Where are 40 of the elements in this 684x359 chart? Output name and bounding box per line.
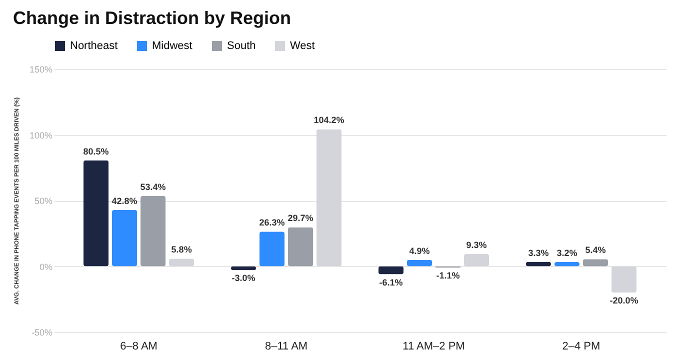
data-label: 5.4% <box>585 245 606 256</box>
bar <box>316 129 342 266</box>
chart-title: Change in Distraction by Region <box>12 8 292 28</box>
data-label: 42.8% <box>112 196 138 206</box>
data-label: 4.9% <box>409 246 430 256</box>
data-label: 3.2% <box>556 248 578 258</box>
bar <box>140 196 166 266</box>
x-tick-label: 8–11 AM <box>264 340 308 352</box>
bar <box>83 160 109 266</box>
data-label: 29.7% <box>288 213 314 224</box>
data-label: 5.8% <box>171 244 192 255</box>
legend-label: Northeast <box>70 40 118 52</box>
data-label: 26.3% <box>259 218 285 228</box>
data-label: -3.0% <box>232 273 256 284</box>
bar <box>464 254 490 266</box>
bar <box>378 266 404 274</box>
x-tick-label: 2–4 PM <box>562 340 600 352</box>
data-label: 53.4% <box>140 182 166 192</box>
y-tick-label: 50% <box>34 196 52 206</box>
y-tick-label: 100% <box>29 130 52 140</box>
data-label: -1.1% <box>436 270 460 281</box>
data-label: 80.5% <box>83 146 109 156</box>
data-label: 104.2% <box>314 115 344 126</box>
bar <box>406 260 432 266</box>
x-tick-label: 11 AM–2 PM <box>402 340 465 352</box>
y-tick-label: 150% <box>29 64 52 74</box>
data-label: -6.1% <box>379 277 403 288</box>
bar <box>611 266 637 293</box>
data-label: 3.3% <box>528 248 549 258</box>
legend-label: West <box>290 40 315 52</box>
legend-label: Midwest <box>152 40 192 52</box>
bar <box>259 232 285 266</box>
y-tick-label: 0% <box>39 262 52 272</box>
bar <box>112 210 138 266</box>
y-tick-label: -50% <box>31 328 52 338</box>
bar <box>288 227 314 266</box>
data-label: 9.3% <box>466 240 487 250</box>
data-label: -20.0% <box>610 296 638 306</box>
legend-label: South <box>227 40 256 52</box>
x-tick-label: 6–8 AM <box>120 340 158 352</box>
